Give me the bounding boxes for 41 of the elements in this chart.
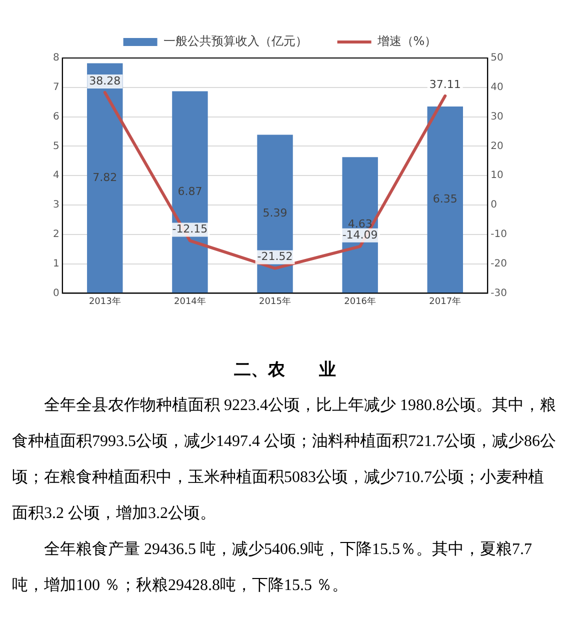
- data-label: -21.52: [257, 250, 293, 264]
- x-tick-label: 2014年: [174, 296, 206, 307]
- bar: [87, 63, 123, 293]
- data-label: 5.39: [262, 206, 288, 220]
- data-label: 38.28: [89, 74, 121, 88]
- data-label: -12.15: [172, 222, 208, 236]
- y-tick-label: 0: [52, 288, 60, 299]
- y-tick-label: 3: [52, 200, 60, 211]
- y2-tick-label: -30: [490, 288, 508, 299]
- y2-tick-label: 30: [490, 111, 504, 122]
- x-tick-label: 2013年: [88, 296, 121, 307]
- y-tick-label: 8: [52, 52, 60, 64]
- y2-tick-label: -20: [490, 258, 508, 270]
- text: 二、农 业: [233, 359, 337, 381]
- y2-tick-label: -10: [490, 228, 508, 240]
- y2-tick-label: 0: [490, 200, 498, 211]
- data-label: -14.09: [342, 228, 378, 242]
- legend-label: 增速（%）: [376, 34, 437, 48]
- y-tick-label: 6: [52, 111, 60, 122]
- y-tick-label: 7: [52, 82, 60, 93]
- text: 全年粮食产量 29436.5 吨，减少5406.9吨，下降15.5％。其中，夏粮7.7吨，增加100 ％；秋粮29428.8吨，下降15.5 ％。: [12, 540, 533, 596]
- y-tick-label: 1: [52, 258, 60, 270]
- y-tick-label: 5: [52, 140, 60, 152]
- bar: [427, 106, 463, 293]
- data-label: 7.82: [92, 170, 118, 184]
- x-tick-label: 2017年: [429, 296, 462, 307]
- y2-tick-label: 50: [490, 52, 504, 64]
- text: 全年全县农作物种植面积 9223.4公顷，比上年减少 1980.8公顷。其中，粮食种植面积7993.5公顷，减少1497.4 公顷；油料种植面积721.7公顷，减少86公顷；在粮食种植面积中，玉米种植面积5083公顷，减少710.7公顷；小麦种植面积3.2 公顷，增加3.2公顷。: [12, 396, 557, 524]
- data-label: 6.35: [432, 192, 458, 206]
- data-label: 37.11: [429, 78, 461, 91]
- y2-tick-label: 20: [490, 140, 504, 152]
- data-label: 4.63: [348, 218, 372, 231]
- y2-tick-label: 40: [490, 82, 504, 93]
- y2-tick-label: 10: [490, 170, 504, 182]
- legend-label: 一般公共预算收入（亿元）: [163, 34, 308, 48]
- x-tick-label: 2016年: [344, 296, 376, 307]
- bar: [172, 91, 208, 293]
- y-tick-label: 2: [52, 228, 60, 240]
- data-label: 6.87: [178, 184, 202, 198]
- y-tick-label: 4: [52, 170, 60, 182]
- x-tick-label: 2015年: [259, 296, 291, 307]
